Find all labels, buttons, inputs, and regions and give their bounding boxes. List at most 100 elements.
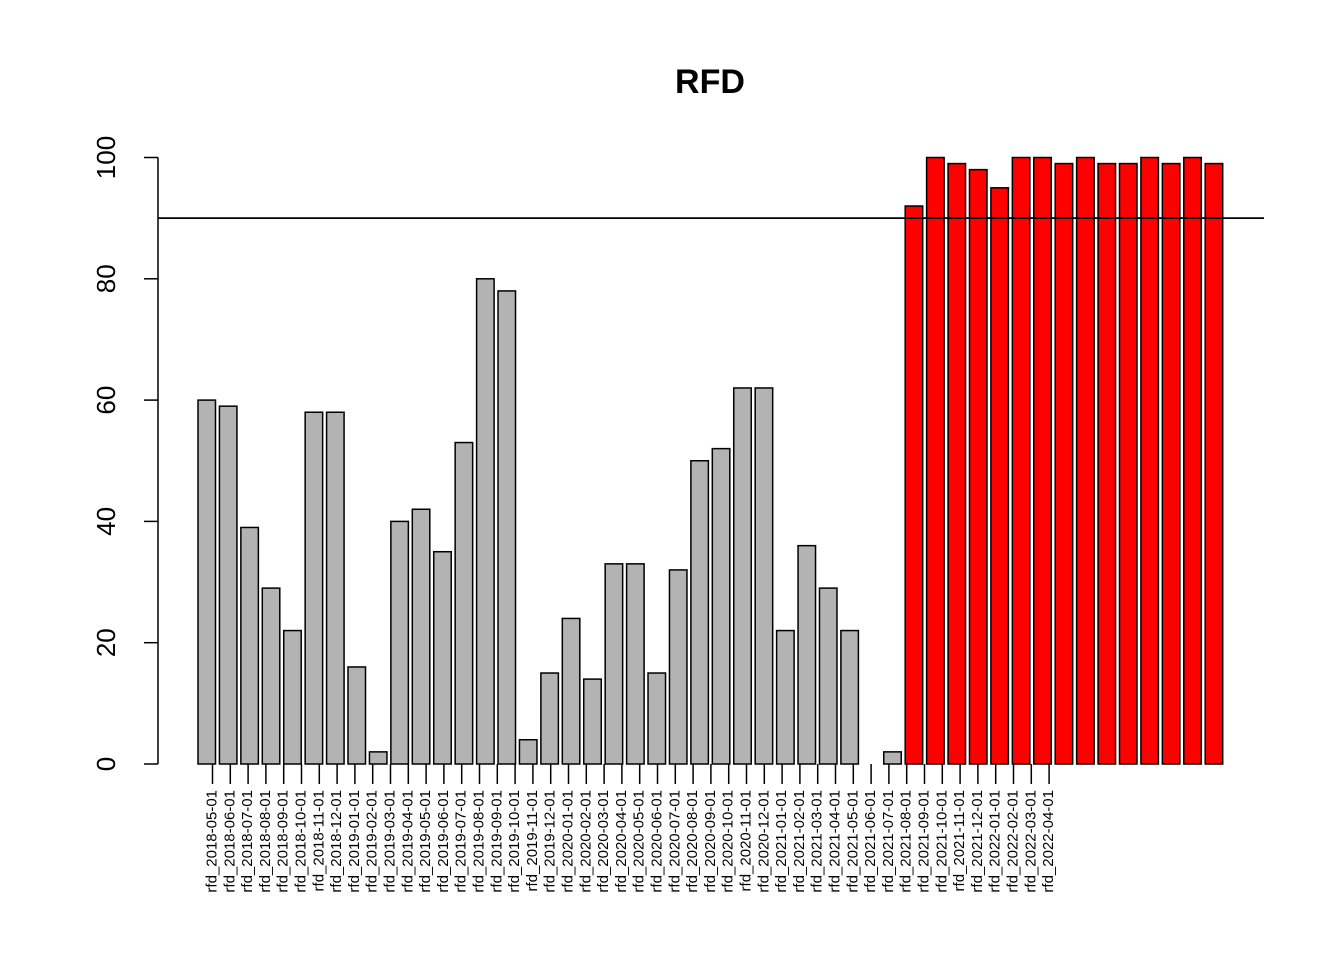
bar [733,387,752,765]
x-tick-label: rfd_2018-08-01 [257,790,274,893]
x-tick-label: rfd_2022-01-01 [987,790,1004,893]
bar [1054,162,1074,765]
bar [754,387,774,765]
bar [282,629,302,765]
y-tick-label: 40 [91,507,121,536]
chart-title: RFD [675,63,745,101]
y-tick-label: 100 [91,136,121,179]
x-tick-label: rfd_2020-11-01 [737,790,754,891]
bar [690,460,710,765]
bar [904,205,924,765]
x-tick-label: rfd_2021-01-01 [773,790,790,893]
bar [304,411,324,765]
bar [261,587,281,765]
bar [711,447,731,765]
x-tick-label: rfd_2019-04-01 [399,790,416,893]
bar [604,563,624,765]
bar [840,629,860,765]
x-tick-label: rfd_2020-05-01 [631,790,648,893]
y-axis: 0 20 40 60 80 100 [91,136,159,771]
x-tick-label: rfd_2022-04-01 [1040,790,1057,893]
x-tick-label: rfd_2021-10-01 [933,790,950,893]
bar [1097,162,1117,765]
x-tick-label: rfd_2019-02-01 [364,790,381,893]
x-tick-label: rfd_2019-08-01 [470,790,487,893]
bar [925,156,945,765]
x-tick-label: rfd_2020-09-01 [702,790,719,893]
bar [432,550,452,765]
bar [518,738,538,765]
bar [240,526,260,765]
bar [347,666,367,765]
x-tick-label: rfd_2021-04-01 [826,790,843,893]
x-tick-label: rfd_2019-01-01 [346,790,363,893]
x-tick-label: rfd_2021-05-01 [844,790,861,893]
x-tick-label: rfd_2021-09-01 [915,790,932,893]
x-tick-label: rfd_2018-11-01 [310,790,327,891]
x-tick-label: rfd_2020-01-01 [559,790,576,893]
bar [475,278,495,765]
x-tick-label: rfd_2018-05-01 [203,790,220,893]
x-tick-label: rfd_2018-06-01 [221,790,238,893]
x-tick-label: rfd_2020-07-01 [666,790,683,893]
x-tick-label: rfd_2022-02-01 [1004,790,1021,893]
x-tick-label: rfd_2021-08-01 [898,790,915,893]
y-tick-label: 60 [91,386,121,415]
bar [454,441,474,765]
bar [390,520,410,765]
x-tick-label: rfd_2020-04-01 [613,790,630,893]
bar [1033,156,1053,765]
x-tick-label: rfd_2019-05-01 [417,790,434,893]
bar [883,751,903,765]
bar [582,678,602,765]
x-tick-label: rfd_2021-06-01 [862,790,879,893]
bar [1118,162,1138,765]
bars-group [197,156,1224,765]
bar [1140,156,1160,765]
bar [1183,156,1203,765]
x-tick-label: rfd_2019-07-01 [453,790,470,893]
x-tick-label: rfd_2019-10-01 [506,790,523,893]
x-tick-label: rfd_2022-03-01 [1022,790,1039,893]
bar [668,569,688,765]
x-tick-label: rfd_2021-03-01 [809,790,826,893]
bar [775,629,795,765]
bar [325,411,345,765]
x-tick-label: rfd_2019-06-01 [435,790,452,893]
bar [947,162,967,765]
bar [368,751,388,765]
bar [497,290,517,765]
bar [647,672,667,765]
bar [540,672,560,765]
bar [1075,156,1095,765]
x-tick-label: rfd_2021-12-01 [969,790,986,893]
bar [818,587,838,765]
x-tick-label: rfd_2019-03-01 [381,790,398,893]
bar [1204,162,1224,765]
x-tick-label: rfd_2021-07-01 [880,790,897,893]
bar [411,508,431,765]
bar [1011,156,1031,765]
x-tick-label: rfd_2018-07-01 [239,790,256,893]
bar [797,544,817,765]
x-tick-label: rfd_2020-02-01 [577,790,594,893]
bar [625,563,645,765]
bar [990,187,1010,765]
bar [1161,162,1181,765]
x-tick-label: rfd_2018-09-01 [275,790,292,893]
y-tick-label: 0 [91,757,121,771]
x-tick-label: rfd_2020-08-01 [684,790,701,893]
y-tick-label: 80 [91,264,121,293]
y-tick-label: 20 [91,628,121,657]
x-tick-label: rfd_2019-11-01 [524,790,541,891]
bar [968,168,988,765]
x-tick-label: rfd_2018-12-01 [328,790,345,893]
bar [561,617,581,765]
x-tick-label: rfd_2020-12-01 [755,790,772,893]
x-axis: rfd_2018-05-01 rfd_2018-06-01 rfd_2018-07-… [203,764,1057,893]
bar [197,399,217,765]
x-tick-label: rfd_2021-02-01 [791,790,808,893]
x-tick-label: rfd_2018-10-01 [292,790,309,893]
